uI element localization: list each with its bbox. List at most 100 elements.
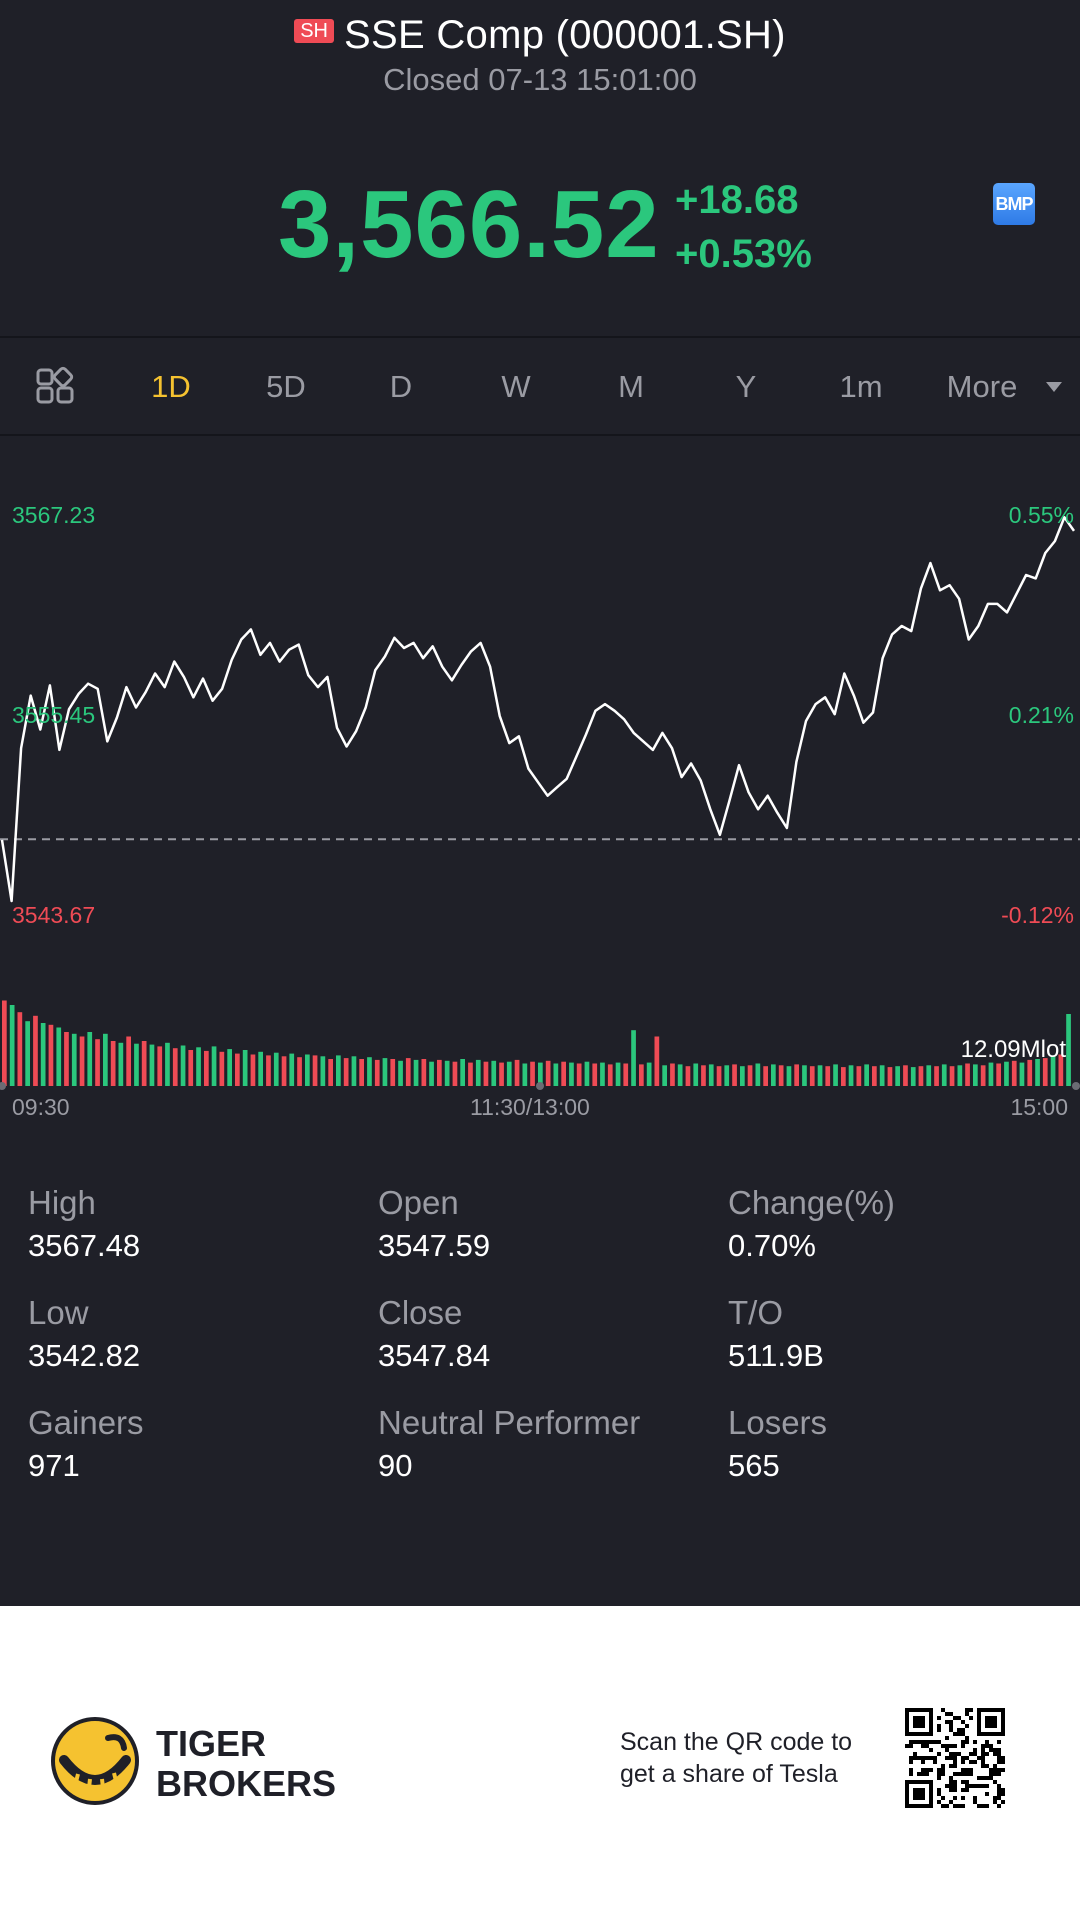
volume-bar — [437, 1059, 442, 1086]
stat-label: T/O — [728, 1294, 783, 1331]
stat-label: Neutral Performer — [378, 1404, 641, 1441]
volume-bar — [491, 1060, 497, 1086]
volume-bar — [227, 1049, 232, 1086]
axis-marker — [0, 1082, 6, 1090]
tab-1d[interactable]: 1D — [151, 369, 191, 404]
bmp-icon[interactable]: BMP — [993, 183, 1035, 225]
brand-line-2: BROKERS — [156, 1763, 337, 1804]
y-axis-top-percent: 0.55% — [1008, 502, 1074, 528]
stat-value: 971 — [28, 1448, 80, 1483]
volume-bar — [48, 1024, 54, 1086]
volume-bar — [848, 1065, 854, 1086]
volume-bar — [615, 1062, 621, 1086]
volume-bar — [941, 1064, 947, 1086]
volume-bar — [328, 1059, 333, 1086]
volume-bar — [475, 1059, 481, 1086]
volume-bar — [716, 1066, 722, 1086]
tab-5d[interactable]: 5D — [266, 369, 306, 404]
volume-bar — [204, 1050, 209, 1086]
chart-canvas[interactable] — [0, 436, 1080, 1136]
volume-bar — [685, 1066, 691, 1086]
stat-low: Low 3542.82 — [28, 1294, 140, 1374]
tab-1m[interactable]: 1m — [839, 369, 883, 404]
x-axis-close-time: 15:00 — [1010, 1094, 1068, 1120]
volume-bar — [949, 1066, 955, 1086]
volume-bar — [343, 1058, 349, 1086]
y-axis-low-price: 3543.67 — [12, 902, 96, 928]
volume-bar — [134, 1043, 139, 1086]
tab-year[interactable]: Y — [735, 369, 757, 404]
volume-bar — [778, 1065, 784, 1086]
volume-bar — [258, 1051, 263, 1086]
scan-line-2: get a share of Tesla — [620, 1760, 838, 1788]
market-status: Closed 07-13 15:01:00 — [383, 62, 697, 97]
volume-bar — [289, 1053, 295, 1086]
volume-bar — [522, 1063, 528, 1086]
tab-week[interactable]: W — [501, 369, 531, 404]
price-change-percent: +0.53% — [675, 232, 812, 276]
scan-line-1: Scan the QR code to — [620, 1728, 853, 1756]
volume-bar — [732, 1064, 737, 1086]
volume-bar — [670, 1063, 675, 1086]
volume-bar — [988, 1062, 994, 1086]
volume-bar — [79, 1036, 85, 1086]
axis-marker — [536, 1082, 544, 1090]
volume-bar — [856, 1066, 862, 1086]
chevron-down-icon[interactable] — [1046, 382, 1062, 392]
stat-label: Gainers — [28, 1404, 144, 1441]
stat-value: 565 — [728, 1448, 780, 1483]
volume-bar — [553, 1063, 559, 1086]
volume-bar — [172, 1048, 178, 1086]
volume-bar — [708, 1064, 714, 1086]
scan-qr-text: Scan the QR code to get a share of Tesla — [620, 1726, 852, 1790]
volume-bar — [305, 1054, 310, 1086]
stat-change-percent: Change(%) 0.70% — [728, 1184, 895, 1264]
volume-bar — [740, 1066, 745, 1086]
volume-bar — [872, 1066, 877, 1086]
stat-value: 0.70% — [728, 1228, 816, 1263]
stock-title[interactable]: SSE Comp (000001.SH) — [344, 12, 786, 57]
volume-bar — [188, 1050, 194, 1086]
volume-bar — [196, 1047, 201, 1086]
stat-losers: Losers 565 — [728, 1404, 827, 1484]
volume-bar — [926, 1065, 932, 1086]
volume-bar — [1011, 1060, 1017, 1086]
volume-bar — [235, 1053, 240, 1086]
volume-bar — [211, 1046, 217, 1086]
volume-bar — [71, 1033, 77, 1086]
volume-bar — [126, 1036, 131, 1086]
tab-month[interactable]: M — [618, 369, 644, 404]
volume-bar — [25, 1021, 30, 1086]
grid-layout-icon[interactable] — [36, 366, 76, 406]
stat-value: 511.9B — [728, 1338, 824, 1373]
volume-bar — [40, 1023, 46, 1086]
volume-bar — [809, 1066, 815, 1086]
volume-bar — [499, 1062, 504, 1086]
volume-bar — [250, 1054, 256, 1086]
volume-bar — [312, 1055, 318, 1086]
intraday-chart[interactable]: 3567.23 3555.45 3543.67 0.55% 0.21% -0.1… — [0, 436, 1080, 1136]
stat-neutral: Neutral Performer 90 — [378, 1404, 640, 1484]
stat-open: Open 3547.59 — [378, 1184, 490, 1264]
volume-bar — [514, 1059, 520, 1086]
volume-bar — [887, 1067, 893, 1086]
volume-bar — [421, 1059, 427, 1086]
stat-label: Low — [28, 1294, 89, 1331]
volume-bar — [1004, 1061, 1009, 1086]
volume-bar — [110, 1041, 116, 1086]
volume-bar — [771, 1064, 776, 1086]
tiger-logo-icon — [51, 1717, 139, 1805]
tab-day[interactable]: D — [389, 369, 413, 404]
volume-bar — [1066, 1014, 1071, 1086]
volume-bar — [219, 1051, 225, 1086]
stat-value: 3547.59 — [378, 1228, 491, 1263]
qr-code-icon[interactable] — [905, 1708, 1005, 1808]
tab-more[interactable]: More — [946, 369, 1018, 404]
stat-value: 3567.48 — [28, 1228, 141, 1263]
stat-value: 3547.84 — [378, 1338, 491, 1373]
volume-bar — [910, 1067, 916, 1086]
volume-bar — [918, 1066, 924, 1086]
stat-turnover: T/O 511.9B — [728, 1294, 824, 1374]
volume-bar — [584, 1061, 590, 1086]
volume-bar — [864, 1064, 869, 1086]
